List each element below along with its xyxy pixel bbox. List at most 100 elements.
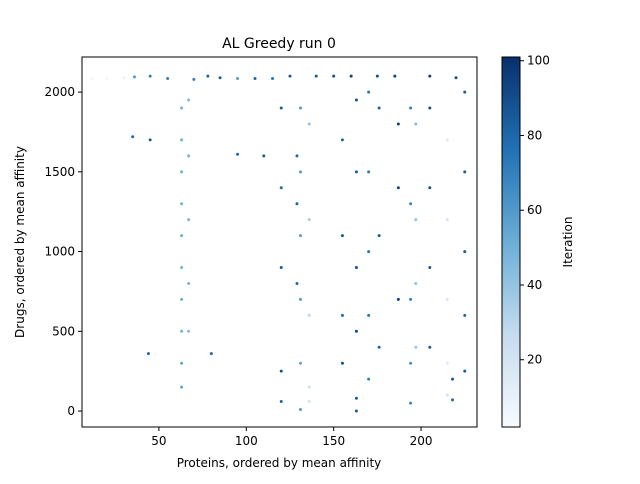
chart-title: AL Greedy run 0 [222, 36, 336, 52]
data-point [262, 154, 266, 158]
data-point [253, 77, 257, 81]
data-point [187, 218, 191, 222]
data-point [367, 250, 371, 254]
data-point [131, 135, 135, 139]
data-point [148, 138, 152, 142]
data-point [396, 297, 400, 301]
x-tick-label: 150 [322, 434, 345, 448]
data-point [288, 74, 292, 78]
data-point [279, 399, 283, 403]
colorbar-tick-label: 80 [527, 128, 542, 142]
data-point [166, 77, 170, 81]
data-point [180, 266, 184, 270]
colorbar-tick-label: 20 [527, 353, 542, 367]
y-tick-label: 1000 [44, 245, 75, 259]
data-point [367, 377, 371, 381]
data-point [463, 313, 467, 317]
data-point [180, 106, 184, 110]
data-point [463, 90, 467, 94]
data-point [396, 186, 400, 190]
data-point [354, 266, 358, 270]
data-point [298, 361, 302, 365]
data-point [132, 75, 136, 79]
data-point [354, 98, 358, 102]
data-point [340, 138, 344, 142]
data-point [409, 106, 413, 110]
x-tick-label: 100 [235, 434, 258, 448]
data-point [396, 122, 400, 126]
data-point [354, 329, 358, 333]
data-point [428, 106, 432, 110]
data-point [295, 281, 299, 285]
data-point [340, 313, 344, 317]
data-point [340, 234, 344, 238]
colorbar [501, 56, 521, 428]
data-point [428, 345, 432, 349]
data-point [393, 74, 397, 78]
data-point [414, 218, 418, 222]
y-tick-label: 0 [67, 404, 75, 418]
data-point [409, 202, 413, 206]
data-point [279, 266, 283, 270]
data-point [445, 361, 449, 365]
data-point [409, 297, 413, 301]
plot-frame [81, 56, 478, 428]
data-point [354, 409, 358, 413]
data-point [279, 186, 283, 190]
data-point [295, 202, 299, 206]
data-point [187, 154, 191, 158]
data-point [349, 74, 353, 78]
data-point [180, 170, 184, 174]
data-point [187, 281, 191, 285]
data-point [180, 234, 184, 238]
data-point [180, 361, 184, 365]
data-point [307, 313, 311, 317]
data-point [428, 74, 432, 78]
data-point [180, 385, 184, 389]
data-point [187, 98, 191, 102]
data-point [375, 74, 379, 78]
data-point [463, 170, 467, 174]
data-point [463, 369, 467, 373]
data-point [409, 361, 413, 365]
data-point [295, 154, 299, 158]
data-point [414, 345, 418, 349]
data-point [332, 74, 336, 78]
data-point [307, 385, 311, 389]
data-point [445, 297, 449, 301]
data-point [279, 106, 283, 110]
data-point [122, 76, 126, 80]
data-point [367, 313, 371, 317]
colorbar-tick-label: 60 [527, 203, 542, 217]
data-point [298, 234, 302, 238]
data-point [307, 122, 311, 126]
data-point [414, 281, 418, 285]
y-axis-label: Drugs, ordered by mean affinity [13, 146, 27, 338]
y-tick-label: 2000 [44, 85, 75, 99]
data-point [146, 352, 150, 356]
data-point [298, 407, 302, 411]
data-point [180, 329, 184, 333]
data-point [209, 352, 213, 356]
data-point [298, 297, 302, 301]
data-point [314, 74, 318, 78]
data-point [298, 106, 302, 110]
data-point [354, 396, 358, 400]
colorbar-label: Iteration [561, 217, 575, 268]
x-tick-label: 200 [410, 434, 433, 448]
colorbar-tick-label: 40 [527, 278, 542, 292]
x-tick-label: 50 [151, 434, 166, 448]
data-point [192, 77, 196, 81]
data-point [414, 122, 418, 126]
data-point [377, 106, 381, 110]
data-point [445, 218, 449, 222]
data-point [451, 377, 455, 381]
data-point [180, 202, 184, 206]
data-point [354, 170, 358, 174]
colorbar-tick-label: 100 [527, 54, 550, 68]
data-point [377, 234, 381, 238]
data-point [236, 152, 240, 156]
data-point [187, 329, 191, 333]
data-point [104, 77, 108, 81]
data-point [340, 361, 344, 365]
